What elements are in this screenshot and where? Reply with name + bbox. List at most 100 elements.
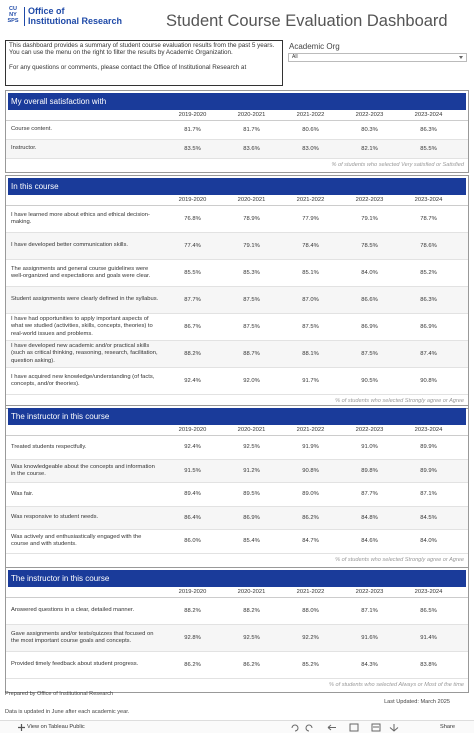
table-row: Instructor. 83.5% 83.6% 83.0% 82.1% 85.5% [6,140,468,159]
cell-value: 83.5% [184,146,201,152]
cell-value: 92.5% [243,444,260,451]
filter-dropdown[interactable]: All [288,53,467,62]
cell-value: 87.7% [184,297,201,303]
cell-value: 84.3% [361,662,378,668]
cell-value: 86.9% [420,324,437,330]
logo-text: SPS [7,18,19,24]
cell-value: 84.6% [361,538,378,545]
row-label: Course content. [11,126,52,133]
cell-value: 91.6% [361,635,378,641]
cell-value: 92.2% [302,635,319,641]
cell-value: 86.6% [361,297,378,303]
row-label: Answered questions in a clear, detailed … [11,607,135,614]
row-label: Instructor. [11,145,37,152]
table-row: Was actively and enthusiastically engage… [6,530,468,554]
toolbar-icons[interactable] [290,723,410,732]
section-title: The instructor in this course [8,570,466,587]
table-row: I have developed new academic and/or pra… [6,341,468,368]
logo-text: NY [9,12,17,18]
cell-value: 87.4% [420,351,437,357]
cell-value: 92.0% [243,378,260,384]
cell-value: 86.3% [420,127,437,133]
cell-value: 79.1% [243,243,260,249]
cell-value: 86.2% [243,662,260,668]
table-row: Provided timely feedback about student p… [6,652,468,679]
row-label: Gave assignments and/or tests/quizzes th… [11,630,154,644]
cell-value: 78.7% [420,216,437,222]
cell-value: 91.0% [361,444,378,451]
row-label: Was knowledgeable about the concepts and… [11,463,155,477]
section-note: % of students who selected Always or Mos… [328,682,464,688]
cell-value: 83.8% [420,662,437,668]
section-title: The instructor in this course [8,408,466,425]
cell-value: 86.9% [243,514,260,521]
table-row: Was responsive to student needs. 86.4% 86.… [6,506,468,530]
cell-value: 88.2% [184,608,201,614]
cell-value: 85.4% [243,538,260,545]
row-label: Treated students respectfully. [11,443,87,450]
column-header: 2023-2024 [414,197,443,203]
share-button[interactable]: Share [440,724,455,730]
cell-value: 92.5% [243,635,260,641]
row-label: I have developed better communication sk… [11,242,128,249]
cell-value: 87.5% [361,351,378,357]
column-header: 2023-2024 [414,427,443,433]
cell-value: 84.0% [420,538,437,545]
table-row: Treated students respectfully. 92.4% 92.5%… [6,436,468,460]
logo: CU NY SPS [6,6,20,24]
cell-value: 80.6% [302,127,319,133]
dashboard-title: Student Course Evaluation Dashboard [166,12,448,30]
intro-text: This dashboard provides a summary of stu… [9,42,275,57]
cell-value: 86.0% [184,538,201,545]
filter-label: Academic Org [289,42,340,51]
office-name: Office of Institutional Research [24,6,122,26]
table-row: Was fair. 89.4% 89.5% 89.0% 87.7% 87.1% [6,483,468,507]
view-on-tableau[interactable]: View on Tableau Public [27,724,85,730]
cell-value: 79.1% [361,216,378,222]
data-note: Data is updated in June after each acade… [5,709,130,715]
cell-value: 83.6% [243,146,260,152]
section: The instructor in this course 2019-2020 20… [5,405,469,568]
section-title: My overall satisfaction with [8,93,466,110]
cell-value: 81.7% [184,127,201,133]
column-header: 2023-2024 [414,112,443,118]
cell-value: 90.8% [302,467,319,474]
table-row: Was knowledgeable about the concepts and… [6,459,468,483]
cell-value: 88.1% [302,351,319,357]
cell-value: 87.0% [302,297,319,303]
section-title: In this course [8,178,466,195]
cell-value: 86.9% [361,324,378,330]
cell-value: 77.4% [184,243,201,249]
column-header: 2021-2022 [296,112,325,118]
cell-value: 90.8% [420,378,437,384]
row-label: Was actively and enthusiastically engage… [11,534,142,548]
cell-value: 78.5% [361,243,378,249]
cell-value: 90.5% [361,378,378,384]
row-label: I have learned more about ethics and eth… [11,211,150,225]
tableau-icon [18,724,25,731]
row-label: The assignments and general course guide… [11,265,151,279]
cell-value: 89.9% [420,467,437,474]
table-row: Answered questions in a clear, detailed … [6,598,468,625]
section-note: % of students who selected Strongly agre… [335,556,464,563]
cell-value: 91.2% [243,467,260,474]
cell-value: 85.2% [420,270,437,276]
cell-value: 89.5% [243,491,260,498]
cell-value: 89.0% [302,491,319,498]
cell-value: 77.9% [302,216,319,222]
row-label: I have acquired new knowledge/understand… [11,373,155,387]
column-header-row: 2019-2020 2020-2021 2021-2022 2022-2023 2023… [6,587,468,598]
cell-value: 89.4% [184,491,201,498]
cell-value: 85.5% [420,146,437,152]
cell-value: 78.6% [420,243,437,249]
column-header: 2022-2023 [355,112,384,118]
prepared-by: Prepared by Office of Institutional Rese… [5,691,114,697]
column-header: 2022-2023 [355,589,384,595]
column-header: 2019-2020 [178,589,207,595]
section: In this course 2019-2020 2020-2021 2021-202… [5,175,469,409]
cell-value: 81.7% [243,127,260,133]
column-header: 2021-2022 [296,197,325,203]
column-header: 2020-2021 [237,197,266,203]
column-header: 2022-2023 [355,427,384,433]
